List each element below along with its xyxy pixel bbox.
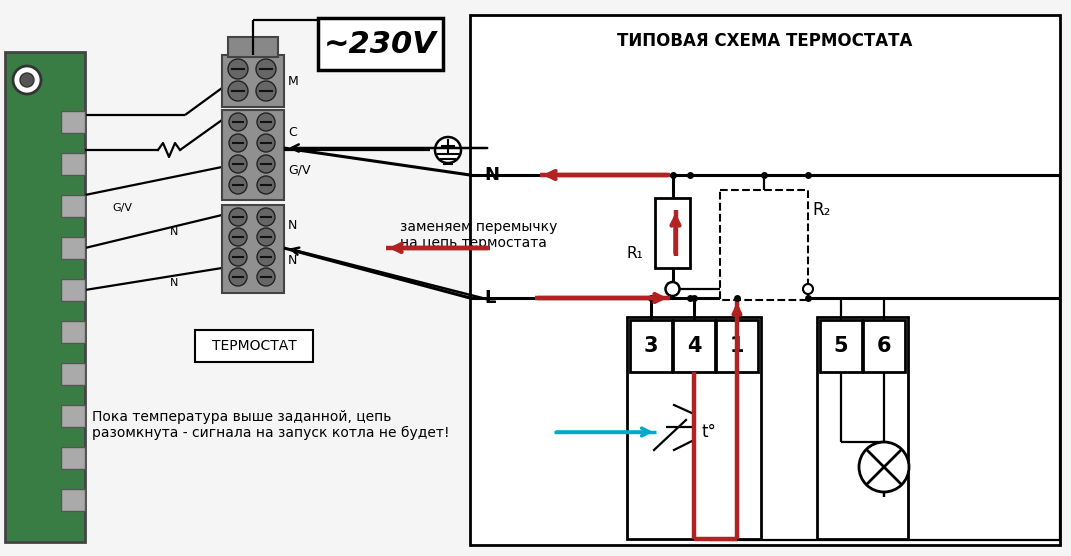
Circle shape bbox=[256, 59, 276, 79]
Circle shape bbox=[228, 81, 248, 101]
Circle shape bbox=[803, 284, 813, 294]
Circle shape bbox=[229, 155, 247, 173]
Text: G/V: G/V bbox=[288, 163, 311, 176]
Text: ТИПОВАЯ СХЕМА ТЕРМОСТАТА: ТИПОВАЯ СХЕМА ТЕРМОСТАТА bbox=[617, 32, 912, 50]
Circle shape bbox=[859, 442, 909, 492]
Circle shape bbox=[256, 81, 276, 101]
Text: L: L bbox=[484, 289, 496, 307]
Bar bbox=[817, 317, 908, 539]
Text: 1: 1 bbox=[729, 336, 744, 356]
Bar bbox=[222, 205, 284, 293]
Bar bbox=[470, 15, 1060, 545]
Text: N: N bbox=[170, 227, 179, 237]
Text: C: C bbox=[288, 126, 297, 138]
Bar bbox=[61, 153, 85, 175]
Circle shape bbox=[229, 208, 247, 226]
Bar bbox=[61, 111, 85, 133]
Circle shape bbox=[257, 248, 275, 266]
Text: 6: 6 bbox=[877, 336, 891, 356]
Text: N: N bbox=[484, 166, 499, 184]
Bar bbox=[318, 18, 443, 70]
Circle shape bbox=[20, 73, 34, 87]
Text: N: N bbox=[288, 254, 298, 266]
Circle shape bbox=[228, 59, 248, 79]
Bar bbox=[228, 37, 278, 57]
Text: 3: 3 bbox=[644, 336, 659, 356]
Circle shape bbox=[257, 268, 275, 286]
Text: ~230V: ~230V bbox=[323, 29, 437, 58]
Text: 5: 5 bbox=[833, 336, 848, 356]
Bar bbox=[716, 320, 758, 372]
Text: N: N bbox=[288, 219, 298, 231]
Circle shape bbox=[229, 113, 247, 131]
Bar bbox=[61, 279, 85, 301]
Text: ТЕРМОСТАТ: ТЕРМОСТАТ bbox=[212, 339, 297, 353]
Bar bbox=[720, 190, 808, 300]
Text: G/V: G/V bbox=[112, 203, 132, 213]
Circle shape bbox=[13, 66, 41, 94]
Circle shape bbox=[665, 282, 679, 296]
Bar bbox=[61, 405, 85, 427]
Bar bbox=[61, 321, 85, 343]
Circle shape bbox=[257, 113, 275, 131]
Bar bbox=[61, 489, 85, 511]
Bar bbox=[61, 447, 85, 469]
Circle shape bbox=[257, 208, 275, 226]
Bar bbox=[61, 363, 85, 385]
Circle shape bbox=[229, 248, 247, 266]
Circle shape bbox=[229, 176, 247, 194]
Circle shape bbox=[435, 137, 461, 163]
Text: заменяем перемычку
на цепь термостата: заменяем перемычку на цепь термостата bbox=[399, 220, 557, 250]
Bar bbox=[820, 320, 862, 372]
Bar bbox=[630, 320, 672, 372]
Bar bbox=[61, 195, 85, 217]
Circle shape bbox=[257, 155, 275, 173]
Bar bbox=[655, 198, 690, 268]
Circle shape bbox=[229, 228, 247, 246]
Bar bbox=[222, 55, 284, 107]
Circle shape bbox=[257, 176, 275, 194]
Circle shape bbox=[257, 228, 275, 246]
Text: R₂: R₂ bbox=[812, 201, 830, 219]
Bar bbox=[195, 330, 313, 362]
Text: N: N bbox=[170, 278, 179, 288]
Bar bbox=[5, 52, 85, 542]
Bar bbox=[863, 320, 905, 372]
Text: 4: 4 bbox=[687, 336, 702, 356]
Bar bbox=[222, 110, 284, 200]
Circle shape bbox=[229, 134, 247, 152]
Text: Пока температура выше заданной, цепь
разомкнута - сигнала на запуск котла не буд: Пока температура выше заданной, цепь раз… bbox=[92, 410, 450, 440]
Text: t°: t° bbox=[702, 423, 716, 441]
Bar bbox=[61, 237, 85, 259]
Text: R₁: R₁ bbox=[627, 246, 644, 261]
Bar bbox=[627, 317, 761, 539]
Text: M: M bbox=[288, 75, 299, 87]
Bar bbox=[673, 320, 715, 372]
Circle shape bbox=[257, 134, 275, 152]
Circle shape bbox=[229, 268, 247, 286]
